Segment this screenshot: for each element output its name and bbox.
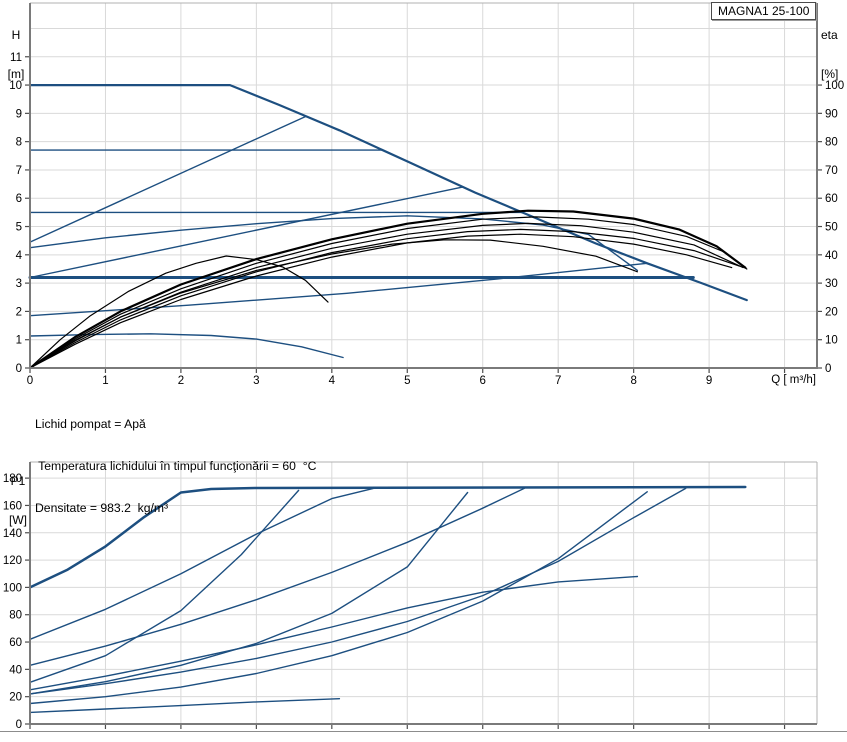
y-tick-label-left: 9 xyxy=(16,108,22,120)
y-tick-label-right: 50 xyxy=(825,222,838,234)
y-tick-label-left: 120 xyxy=(3,555,22,567)
curve-qh-speed-curve-70pct xyxy=(29,215,639,272)
curve-p1-const-pressure-7.7m xyxy=(29,487,374,640)
curve-p1-const-pressure-5.5m xyxy=(29,487,525,666)
power-axis-title-line1: P1 xyxy=(10,474,26,488)
y-tick-label-left: 20 xyxy=(9,692,22,704)
flow-axis-title: Q [ m³/h] xyxy=(771,374,816,386)
curve-p1-prop-pressure-6.4m xyxy=(29,491,469,695)
curve-p1-speed-curve-70pct xyxy=(29,575,639,691)
condition-temperature: Temperatura lichidului în timpul funcţio… xyxy=(35,459,317,473)
y-tick-label-left: 6 xyxy=(16,193,22,205)
y-tick-label-right: 40 xyxy=(825,250,838,262)
y-tick-label-left: 140 xyxy=(3,528,22,540)
y-tick-label-right: 0 xyxy=(825,363,831,375)
curve-eta-curve-min-speed xyxy=(29,255,329,369)
y-tick-label-left: 160 xyxy=(3,500,22,512)
y-tick-label-left: 1 xyxy=(16,335,22,347)
y-tick-label-left: 100 xyxy=(3,582,22,594)
eta-axis-title: eta [%] xyxy=(821,3,847,107)
y-tick-label-right: 60 xyxy=(825,193,838,205)
y-tick-label-left: 0 xyxy=(16,719,22,731)
operating-conditions: Lichid pompat = Apă Temperatura lichidul… xyxy=(35,389,316,543)
y-tick-label-right: 100 xyxy=(825,80,844,92)
curve-p1-max-curve xyxy=(28,485,747,589)
curve-p1-prop-pressure-3.7m xyxy=(29,491,648,705)
y-tick-label-left: 40 xyxy=(9,664,22,676)
bottom-border-line xyxy=(0,731,847,732)
y-tick-label-right: 90 xyxy=(825,108,838,120)
eta-axis-title-line2: [%] xyxy=(821,67,839,81)
y-tick-label-right: 10 xyxy=(825,335,838,347)
curve-qh-prop-pressure-6.4m xyxy=(29,186,464,279)
curve-p1-const-pressure-3.2m xyxy=(29,487,687,695)
y-tick-label-right: 30 xyxy=(825,278,838,290)
x-tick-label: 2 xyxy=(178,375,184,387)
y-tick-label-left: 60 xyxy=(9,637,22,649)
x-tick-label: 0 xyxy=(27,375,33,387)
curve-p1-prop-pressure-8.9m xyxy=(29,489,300,683)
x-tick-label: 1 xyxy=(102,375,108,387)
y-tick-label-left: 5 xyxy=(16,222,22,234)
curve-eta-curve-mid-speed xyxy=(29,239,639,369)
y-tick-label-left: 7 xyxy=(16,165,22,177)
curve-p1-min-curve xyxy=(29,698,341,714)
x-tick-label: 8 xyxy=(630,375,636,387)
head-axis-title-line1: H xyxy=(11,28,21,42)
x-tick-label: 4 xyxy=(329,375,336,387)
y-tick-label-right: 20 xyxy=(825,306,838,318)
y-tick-label-left: 8 xyxy=(16,137,22,149)
curve-qh-max-curve xyxy=(28,83,748,302)
head-axis-title-line2: [m] xyxy=(7,67,25,81)
y-tick-label-left: 80 xyxy=(9,610,22,622)
head-axis-title: H [m] xyxy=(2,3,30,107)
x-tick-label: 7 xyxy=(555,375,561,387)
condition-density: Densitate = 983.2 kg/m³ xyxy=(35,501,169,515)
curve-eta-curve-4 xyxy=(29,228,740,369)
y-tick-label-left: 2 xyxy=(16,306,22,318)
eta-axis-title-line1: eta xyxy=(821,28,838,42)
curve-qh-prop-pressure-3.7m xyxy=(29,262,648,317)
curve-eta-curve-2 xyxy=(29,216,748,369)
y-tick-label-left: 180 xyxy=(3,473,22,485)
x-tick-label: 3 xyxy=(253,375,259,387)
power-axis-title: P1 [W] xyxy=(3,449,33,553)
y-tick-label-right: 80 xyxy=(825,137,838,149)
y-tick-label-left: 0 xyxy=(16,363,22,375)
y-tick-label-right: 70 xyxy=(825,165,838,177)
power-axis-title-line2: [W] xyxy=(9,513,27,527)
y-tick-label-left: 11 xyxy=(10,52,22,64)
y-tick-label-left: 4 xyxy=(16,250,23,262)
x-tick-label: 5 xyxy=(404,375,410,387)
y-tick-label-left: 10 xyxy=(9,80,22,92)
curve-qh-prop-pressure-8.9m xyxy=(29,115,307,243)
condition-liquid: Lichid pompat = Apă xyxy=(35,417,146,431)
curve-eta-curve-max xyxy=(28,209,747,370)
y-tick-label-left: 3 xyxy=(16,278,22,290)
x-tick-label: 9 xyxy=(706,375,712,387)
pump-model-badge: MAGNA1 25-100 xyxy=(711,2,817,20)
x-tick-label: 6 xyxy=(480,375,486,387)
